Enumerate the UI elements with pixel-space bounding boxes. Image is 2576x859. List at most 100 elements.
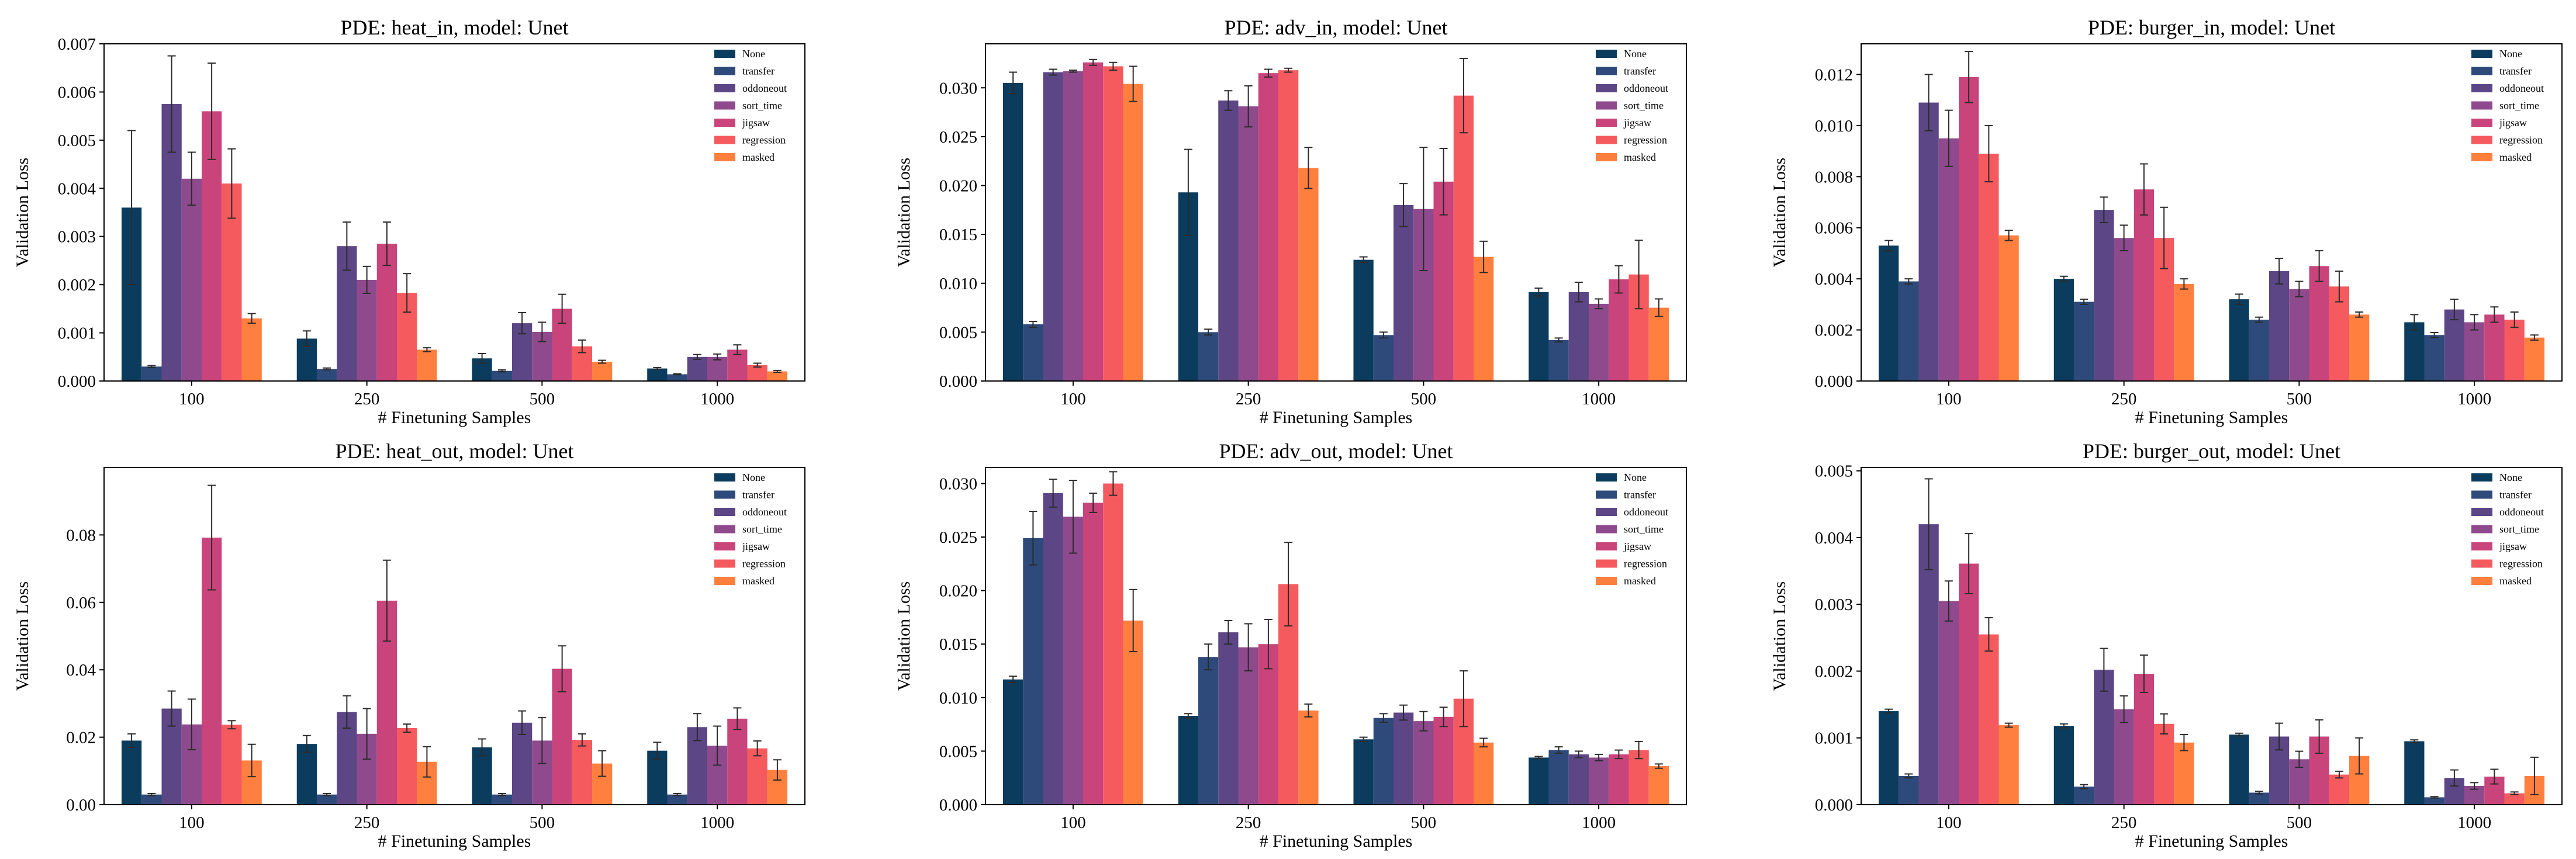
- x-tick-label: 500: [1411, 813, 1437, 832]
- bar-regression-100: [1979, 634, 1999, 805]
- bar-None-500: [472, 747, 492, 805]
- y-tick-label: 0.003: [58, 228, 96, 247]
- legend-swatch: [714, 119, 735, 127]
- bar-sort-time-250: [2114, 709, 2134, 805]
- legend-swatch: [2471, 473, 2492, 482]
- bar-sort-time-500: [2289, 289, 2309, 381]
- legend-swatch: [2471, 490, 2492, 499]
- legend-swatch: [2471, 119, 2492, 127]
- x-tick-label: 500: [2287, 813, 2312, 832]
- y-tick-label: 0.000: [939, 372, 977, 391]
- bar-None-100: [121, 740, 142, 805]
- x-tick-label: 1000: [700, 390, 734, 408]
- legend-swatch: [714, 50, 735, 58]
- bar-oddoneout-100: [1043, 493, 1063, 805]
- bar-masked-500: [2349, 314, 2370, 381]
- legend-label: masked: [1624, 575, 1656, 587]
- legend-label: masked: [742, 151, 774, 163]
- bar-masked-250: [1298, 710, 1319, 805]
- legend-swatch: [1596, 559, 1617, 568]
- legend-label: oddoneout: [1624, 506, 1668, 518]
- y-tick-label: 0.06: [66, 594, 96, 612]
- bar-transfer-100: [1023, 538, 1043, 805]
- bar-jigsaw-250: [1258, 73, 1279, 382]
- bar-jigsaw-1000: [727, 718, 748, 805]
- legend-swatch: [2471, 136, 2492, 144]
- y-tick-label: 0.025: [939, 528, 977, 547]
- y-tick-label: 0.006: [58, 83, 96, 102]
- bar-sort-time-250: [1238, 106, 1258, 382]
- bar-masked-250: [2174, 283, 2194, 381]
- legend-label: sort_time: [1624, 100, 1664, 112]
- y-axis-label: Validation Loss: [894, 158, 914, 268]
- legend-swatch: [1596, 577, 1617, 585]
- legend-swatch: [714, 542, 735, 550]
- x-tick-label: 250: [354, 390, 380, 408]
- x-tick-label: 1000: [1582, 390, 1616, 408]
- chart-title: PDE: adv_out, model: Unet: [1219, 439, 1453, 463]
- x-tick-label: 250: [2111, 813, 2137, 832]
- bar-oddoneout-1000: [2444, 309, 2464, 381]
- y-axis-label: Validation Loss: [13, 158, 32, 268]
- y-tick-label: 0.000: [1815, 372, 1853, 391]
- bar-sort-time-1000: [1589, 757, 1609, 805]
- bar-transfer-250: [316, 794, 337, 805]
- bar-transfer-1000: [667, 794, 687, 805]
- legend-swatch: [2471, 67, 2492, 75]
- bar-regression-500: [572, 740, 593, 805]
- x-tick-label: 100: [179, 813, 205, 832]
- x-tick-label: 1000: [1582, 813, 1616, 832]
- bar-regression-100: [1103, 66, 1123, 382]
- x-tick-label: 100: [1936, 813, 1962, 832]
- bar-None-1000: [1529, 292, 1549, 381]
- legend-swatch: [714, 508, 735, 516]
- chart-panel-4: PDE: heat_out, model: Unet 0.00 0.02 0.04 0.…: [13, 439, 805, 851]
- bar-regression-100: [222, 725, 242, 805]
- bar-masked-1000: [2524, 337, 2545, 381]
- bar-masked-250: [417, 349, 437, 381]
- chart-panel-5: PDE: adv_out, model: Unet 0.000 0.005 0.010…: [894, 439, 1687, 851]
- y-tick-label: 0.005: [939, 742, 977, 761]
- y-tick-label: 0.003: [1815, 595, 1853, 614]
- legend-swatch: [714, 525, 735, 534]
- x-axis-label: # Finetuning Samples: [1260, 408, 1413, 427]
- bar-transfer-500: [492, 794, 512, 805]
- y-tick-label: 0.000: [58, 372, 96, 391]
- legend-swatch: [2471, 84, 2492, 92]
- chart-title: PDE: heat_in, model: Unet: [341, 16, 569, 39]
- legend-swatch: [1596, 153, 1617, 161]
- plot-frame: [985, 43, 1687, 382]
- bar-masked-100: [241, 318, 262, 381]
- legend-swatch: [1596, 473, 1617, 482]
- chart-panel-3: PDE: burger_in, model: Unet 0.000 0.002 0.0…: [1770, 16, 2563, 427]
- bar-oddoneout-1000: [1568, 754, 1589, 805]
- legend-label: None: [2499, 472, 2522, 483]
- legend-label: jigsaw: [1623, 541, 1651, 552]
- legend-label: jigsaw: [742, 541, 770, 552]
- plot-frame: [985, 467, 1687, 805]
- legend-label: regression: [1624, 558, 1667, 570]
- plot-frame: [103, 467, 805, 805]
- x-tick-label: 250: [1236, 813, 1261, 832]
- bar-jigsaw-100: [1083, 503, 1104, 805]
- bar-jigsaw-100: [1959, 563, 1979, 805]
- bar-jigsaw-500: [1433, 716, 1454, 805]
- bar-jigsaw-100: [1083, 62, 1104, 381]
- bar-transfer-500: [1373, 718, 1394, 805]
- legend-swatch: [2471, 101, 2492, 110]
- bar-None-100: [1878, 245, 1899, 381]
- bar-sort-time-100: [1938, 601, 1959, 805]
- legend-swatch: [714, 101, 735, 110]
- legend-label: None: [1624, 48, 1647, 60]
- legend-label: regression: [2499, 558, 2543, 570]
- chart-title: PDE: heat_out, model: Unet: [336, 439, 574, 463]
- x-tick-label: 500: [530, 390, 555, 408]
- legend-swatch: [2471, 50, 2492, 58]
- legend-label: None: [742, 472, 765, 483]
- bar-masked-250: [1298, 168, 1319, 381]
- bar-sort-time-500: [1413, 721, 1434, 805]
- bar-transfer-1000: [1548, 340, 1569, 381]
